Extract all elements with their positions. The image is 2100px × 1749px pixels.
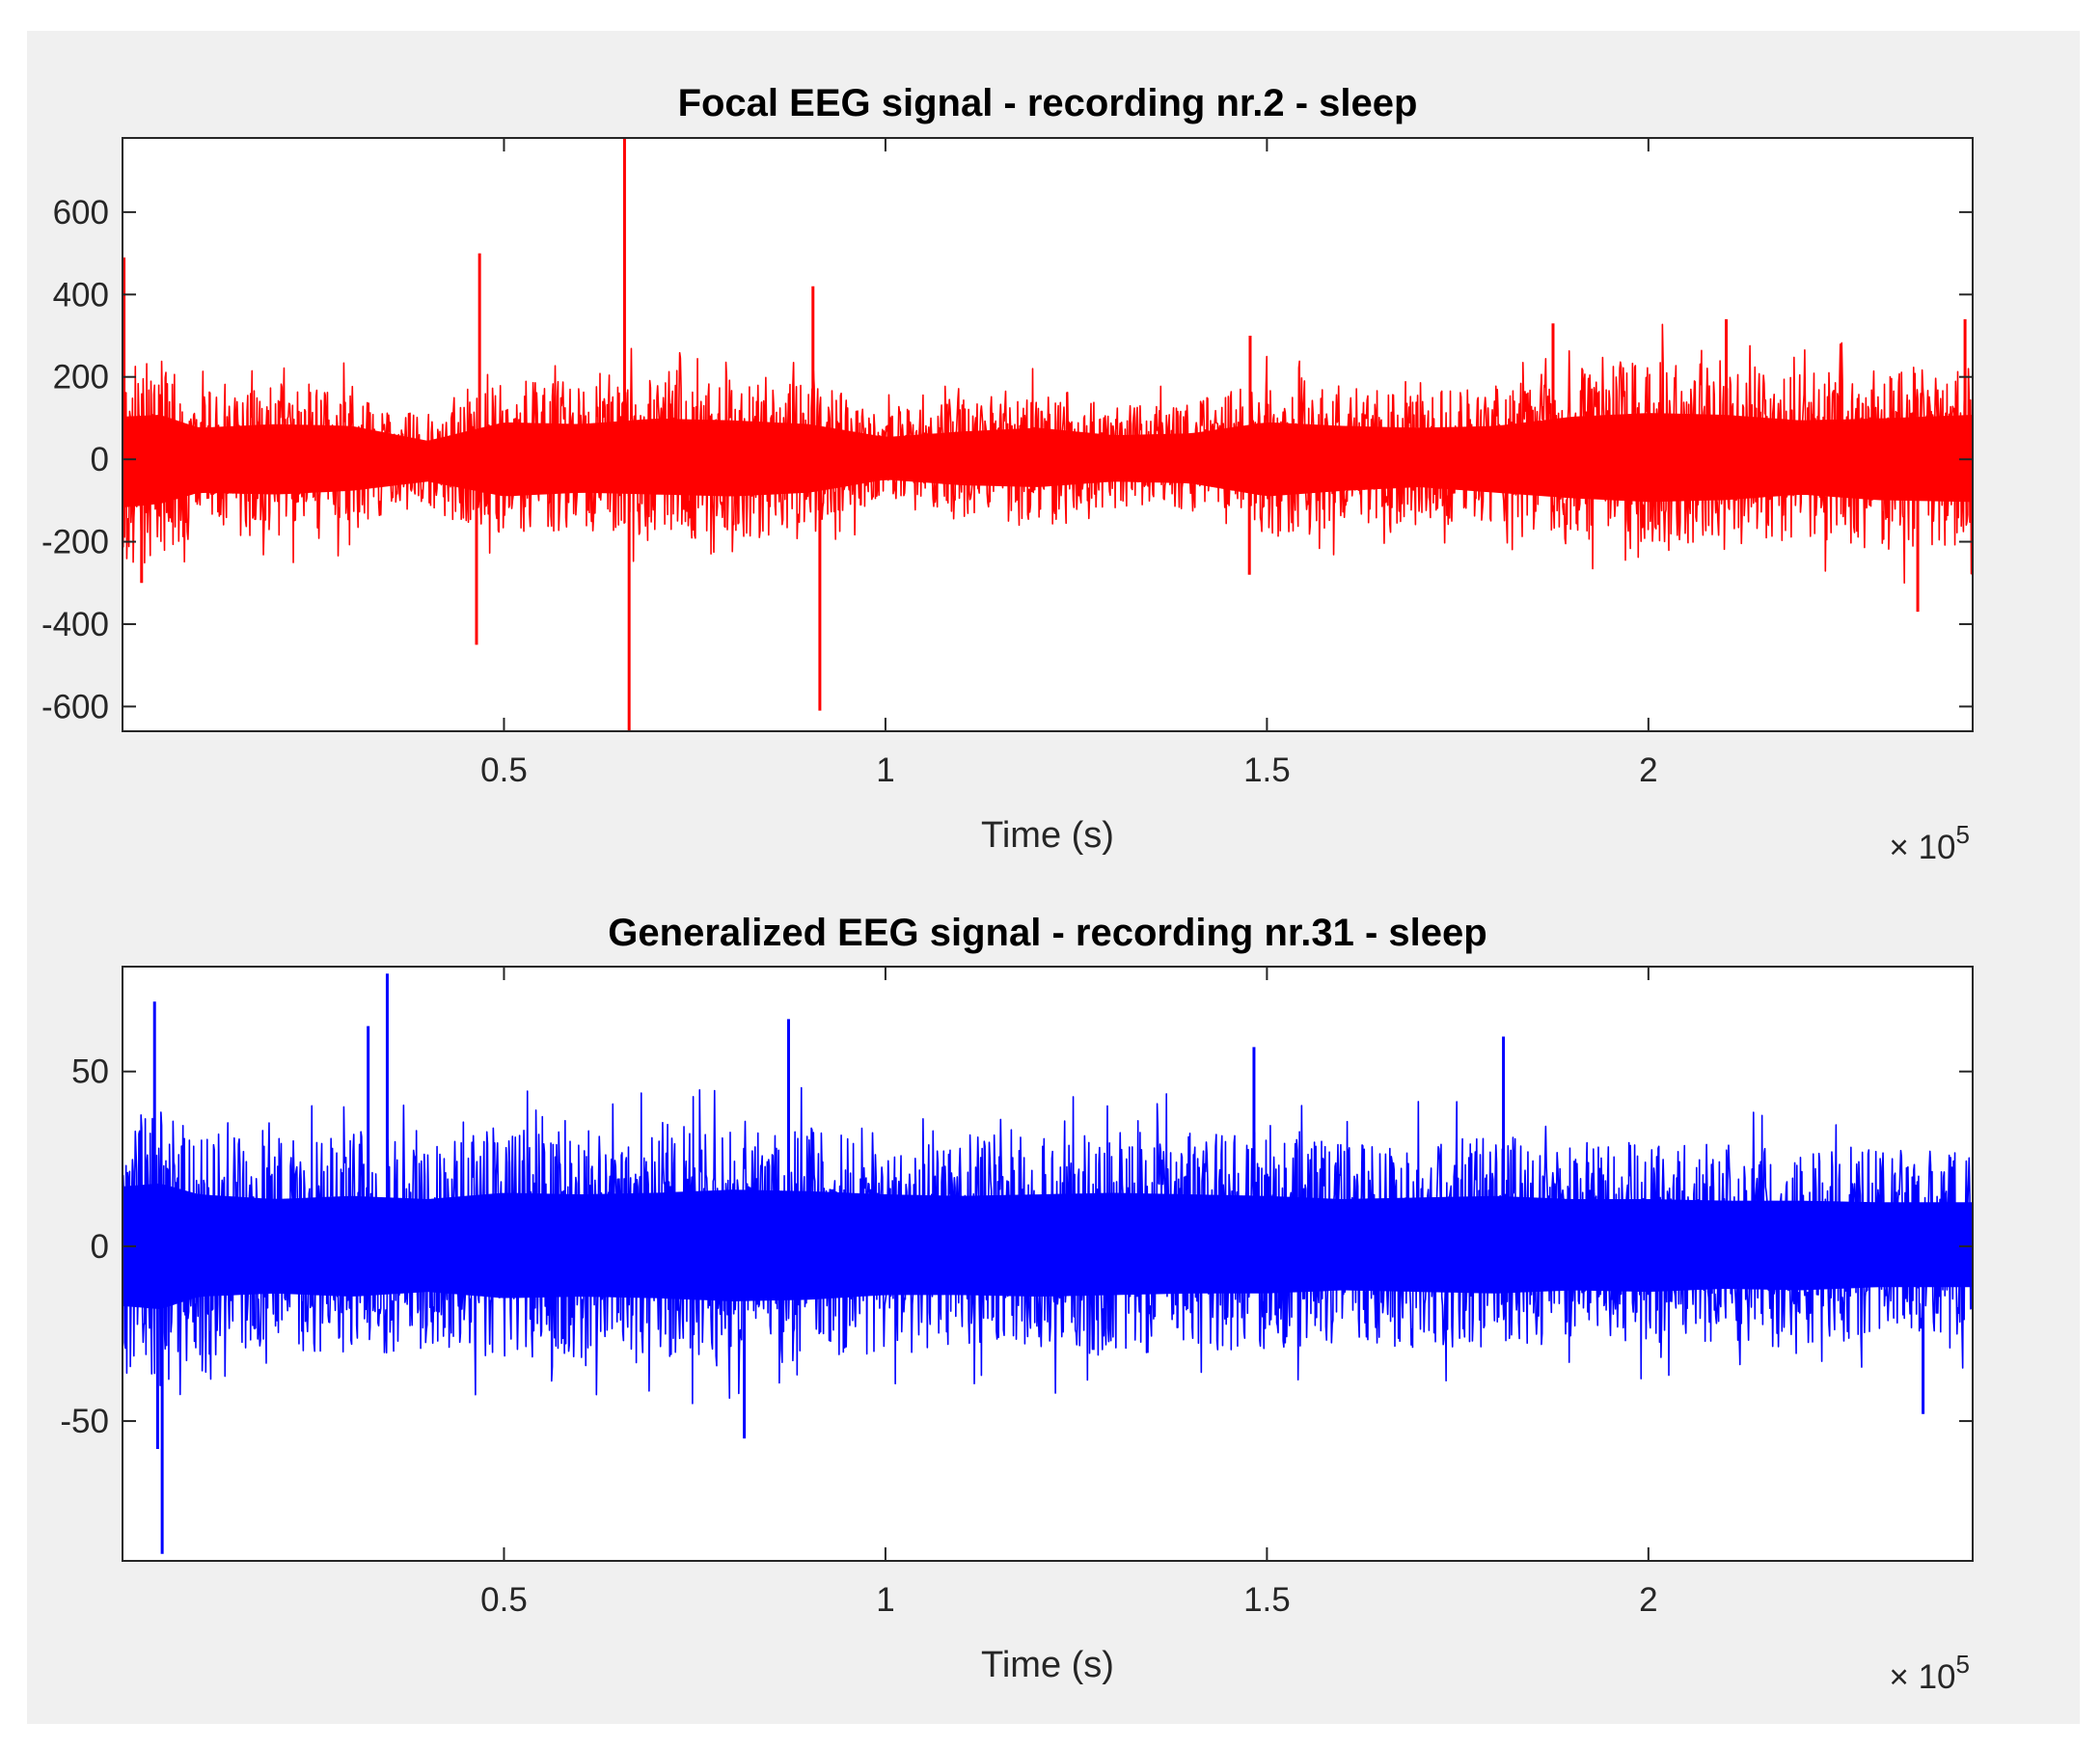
generalized-x-ticks: 0.5 1 1.5 2 [480, 967, 1658, 1619]
focal-y-tick-label: -200 [41, 524, 109, 561]
focal-x-tick-label: 1.5 [1243, 752, 1291, 789]
focal-y-tick-label: 400 [53, 276, 109, 314]
focal-y-tick-label: -600 [41, 688, 109, 725]
focal-chart-title: Focal EEG signal - recording nr.2 - slee… [678, 82, 1418, 124]
focal-axes-box [122, 137, 1974, 732]
focal-x-axis-label: Time (s) [981, 815, 1114, 856]
focal-y-tick-label: -400 [41, 606, 109, 643]
generalized-eeg-panel: 0.5 1 1.5 2 -50 0 50 Generalized EEG signal -… [60, 912, 1974, 1696]
focal-signal-line [123, 323, 1973, 584]
generalized-axes-box [122, 966, 1974, 1562]
generalized-signal-line [123, 1086, 1973, 1405]
focal-y-tick-label: 600 [53, 194, 109, 232]
focal-x-tick-label: 2 [1639, 752, 1657, 789]
generalized-chart-title: Generalized EEG signal - recording nr.31… [608, 912, 1486, 954]
generalized-multiplier-base: 10 [1919, 1658, 1956, 1696]
generalized-eeg-trace [123, 973, 1973, 1554]
focal-multiplier-base: 10 [1919, 829, 1956, 866]
focal-y-tick-label: 0 [91, 441, 109, 478]
generalized-y-tick-label: -50 [60, 1403, 109, 1440]
focal-y-ticks: -600 -400 -200 0 200 400 600 [41, 194, 1973, 725]
generalized-x-axis-label: Time (s) [981, 1645, 1114, 1685]
generalized-x-tick-label: 2 [1639, 1581, 1657, 1619]
generalized-multiplier-exponent: 5 [1956, 1650, 1970, 1679]
focal-x-ticks: 0.5 1 1.5 2 [480, 138, 1658, 789]
focal-multiplier-exponent: 5 [1956, 820, 1970, 849]
generalized-y-tick-label: 50 [71, 1053, 109, 1091]
generalized-x-tick-label: 1.5 [1243, 1581, 1291, 1619]
generalized-x-tick-label: 0.5 [480, 1581, 528, 1619]
focal-x-tick-label: 1 [876, 752, 894, 789]
focal-eeg-trace [123, 138, 1973, 731]
focal-multiplier-times: × [1889, 829, 1918, 866]
generalized-x-tick-label: 1 [876, 1581, 894, 1619]
focal-y-tick-label: 200 [53, 359, 109, 396]
generalized-y-tick-label: 0 [91, 1228, 109, 1266]
focal-x-tick-label: 0.5 [480, 752, 528, 789]
generalized-multiplier-times: × [1889, 1658, 1918, 1696]
generalized-y-ticks: -50 0 50 [60, 1053, 1973, 1440]
focal-x-multiplier: × 105 [1889, 820, 1970, 866]
generalized-x-multiplier: × 105 [1889, 1650, 1970, 1696]
focal-eeg-panel: 0.5 1 1.5 2 -600 -400 -200 0 200 400 600 Focal EE… [41, 82, 1974, 866]
